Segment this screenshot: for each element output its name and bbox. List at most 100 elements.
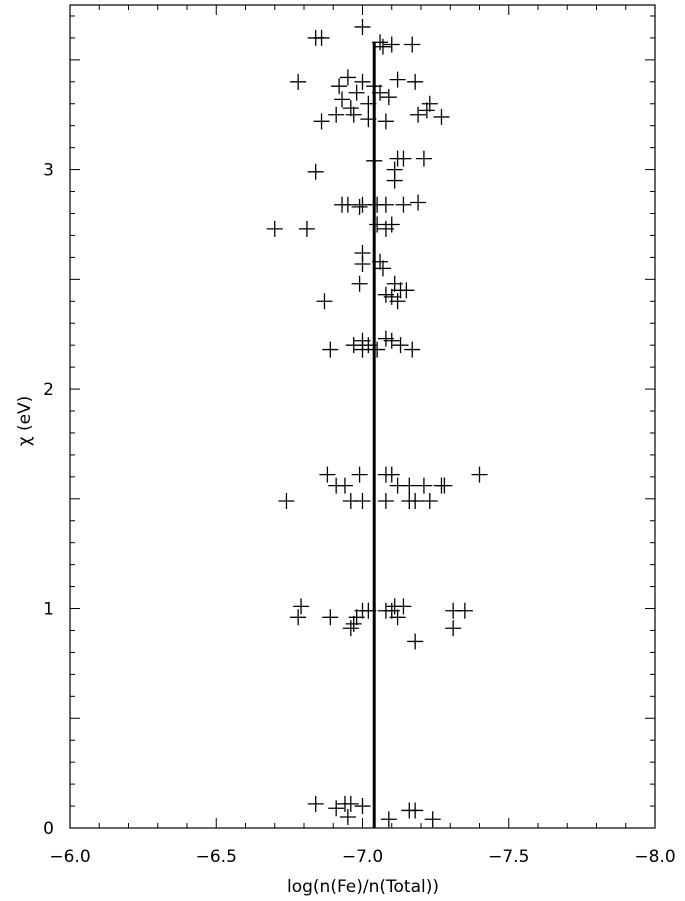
data-point: [290, 73, 307, 90]
x-tick-label: −6.5: [196, 847, 237, 867]
data-point: [380, 89, 397, 106]
data-point: [392, 337, 409, 354]
y-tick-label: 2: [43, 380, 54, 400]
data-point: [415, 477, 432, 494]
data-point: [290, 609, 307, 626]
data-point: [386, 172, 403, 189]
data-point: [342, 100, 359, 117]
data-point: [334, 91, 351, 108]
data-point: [369, 341, 386, 358]
plot-border: [69, 4, 656, 829]
y-tick-label: 0: [43, 819, 54, 839]
data-point: [433, 108, 450, 125]
data-point: [331, 78, 348, 95]
y-axis-ticks: [70, 15, 655, 829]
data-point: [374, 38, 391, 55]
data-point: [407, 73, 424, 90]
data-point: [380, 811, 397, 828]
data-point: [395, 196, 412, 213]
data-point: [372, 34, 389, 51]
y-tick-label: 3: [43, 161, 54, 181]
x-tick-label: −6.0: [49, 847, 90, 867]
data-point: [278, 492, 295, 509]
data-point: [339, 69, 356, 86]
data-point: [407, 802, 424, 819]
data-point: [424, 811, 441, 828]
x-tick-label: −7.0: [342, 847, 383, 867]
data-point: [404, 36, 421, 53]
data-point: [351, 466, 368, 483]
data-point: [313, 29, 330, 46]
data-point: [421, 95, 438, 112]
data-point: [401, 477, 418, 494]
data-point: [307, 795, 324, 812]
data-point: [348, 84, 365, 101]
data-point: [354, 73, 371, 90]
data-point: [339, 196, 356, 213]
data-point: [410, 194, 427, 211]
data-point: [374, 260, 391, 277]
data-point: [293, 598, 310, 615]
x-axis-tick-labels: −6.0 −6.5 −7.0 −7.5 −8.0: [49, 847, 675, 867]
data-point: [389, 293, 406, 310]
data-point: [377, 286, 394, 303]
data-point: [471, 466, 488, 483]
data-point: [383, 36, 400, 53]
data-point: [342, 620, 359, 637]
data-point: [383, 216, 400, 233]
data-point: [445, 620, 462, 637]
data-point: [345, 615, 362, 632]
data-point: [351, 198, 368, 215]
data-point: [383, 332, 400, 349]
data-point: [328, 106, 345, 123]
data-point: [351, 275, 368, 292]
data-point: [421, 492, 438, 509]
x-axis-ticks: [69, 5, 656, 828]
data-point: [456, 602, 473, 619]
data-point: [322, 609, 339, 626]
data-point: [354, 798, 371, 815]
data-point: [398, 282, 415, 299]
data-point: [354, 341, 371, 358]
data-point: [418, 102, 435, 119]
data-point: [354, 196, 371, 213]
data-point: [407, 633, 424, 650]
x-tick-label: −7.5: [488, 847, 529, 867]
data-point: [395, 150, 412, 167]
data-point: [436, 477, 453, 494]
y-axis-title: χ (eV): [15, 396, 35, 447]
data-point: [354, 255, 371, 272]
data-point: [307, 163, 324, 180]
data-point: [313, 113, 330, 130]
data-points: [266, 18, 488, 828]
x-axis-title: log(n(Fe)/n(Total)): [287, 877, 439, 897]
data-point: [336, 477, 353, 494]
data-point: [407, 492, 424, 509]
data-point: [415, 150, 432, 167]
data-point: [383, 466, 400, 483]
data-point: [339, 809, 356, 826]
data-point: [369, 216, 386, 233]
data-point: [316, 293, 333, 310]
data-point: [377, 196, 394, 213]
data-point: [354, 18, 371, 35]
plot-frame: [69, 4, 656, 829]
y-axis-tick-labels: 0 1 2 3: [43, 161, 54, 839]
data-point: [345, 106, 362, 123]
data-point: [298, 220, 315, 237]
data-point: [342, 795, 359, 812]
y-tick-label: 1: [43, 600, 54, 620]
data-point: [377, 492, 394, 509]
data-point: [389, 609, 406, 626]
data-point: [345, 337, 362, 354]
data-point: [319, 466, 336, 483]
data-point: [404, 341, 421, 358]
data-point: [410, 106, 427, 123]
data-point: [328, 800, 345, 817]
data-point: [266, 220, 283, 237]
data-point: [377, 113, 394, 130]
x-tick-label: −8.0: [634, 847, 675, 867]
data-point: [389, 71, 406, 88]
data-point: [322, 341, 339, 358]
